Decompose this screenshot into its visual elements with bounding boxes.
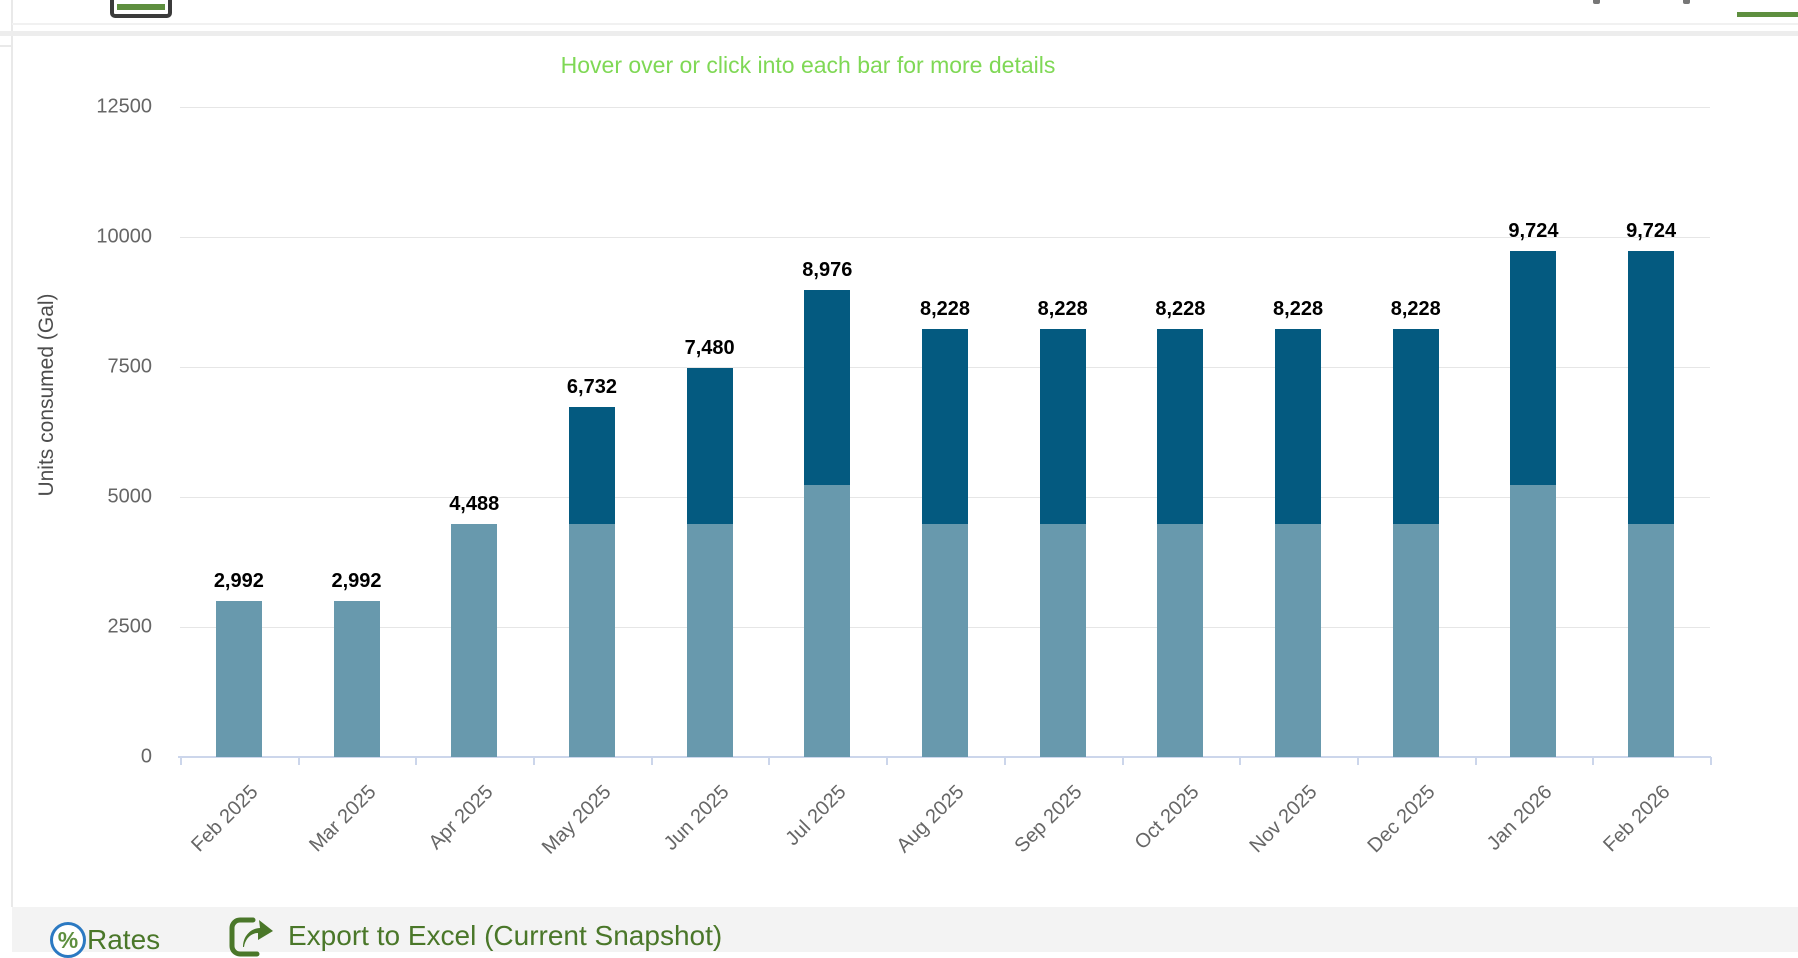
percent-glyph: % [57,926,79,953]
y-tick-label: 7500 [107,355,153,378]
bar-sep-2025[interactable] [1039,329,1086,757]
bar-segment-light[interactable] [1628,523,1675,757]
bar-segment-light[interactable] [1039,523,1086,757]
y-tick-label: 2500 [107,615,153,638]
x-axis-tick [533,757,536,765]
bar-feb-2025[interactable] [215,601,262,757]
rates-button[interactable]: % Rates [50,922,160,958]
bar-jan-2026[interactable] [1510,251,1557,757]
bar-segment-light[interactable] [333,601,380,757]
x-axis-tick [886,757,889,765]
gridline [180,237,1710,238]
card-top-border [12,23,1798,25]
bar-segment-dark[interactable] [922,329,968,524]
bar-segment-light[interactable] [804,484,851,757]
y-tick-label: 12500 [96,95,152,118]
bar-value-label: 8,228 [919,298,971,321]
header-divider [0,31,1798,36]
bar-jun-2025[interactable] [686,368,733,757]
bar-value-label: 9,724 [1626,220,1677,243]
chart-box-icon[interactable] [110,0,172,18]
green-bar-glyph [117,4,165,10]
export-label: Export to Excel (Current Snapshot) [288,920,723,951]
clipped-text-fragment [1593,0,1600,4]
bar-value-label: 7,480 [684,337,735,360]
bar-segment-dark[interactable] [1275,329,1322,524]
bar-value-label: 2,992 [331,570,382,593]
bar-mar-2025[interactable] [333,601,380,757]
bar-segment-light[interactable] [1275,523,1322,757]
x-axis-tick [1592,757,1595,765]
bar-may-2025[interactable] [568,406,615,757]
bar-apr-2025[interactable] [451,523,498,757]
bar-value-label: 8,228 [1155,298,1206,321]
y-axis-title: Units consumed (Gal) [35,293,58,497]
bar-segment-dark[interactable] [1157,329,1204,524]
x-axis-tick [1121,757,1124,765]
bar-value-label: 4,488 [449,492,500,515]
x-axis-tick [1356,757,1359,765]
left-page-divider [11,0,13,907]
bar-value-label: 8,228 [1390,298,1441,321]
y-tick-label: 5000 [107,485,153,508]
bar-segment-dark[interactable] [1628,251,1675,524]
bar-segment-dark[interactable] [1510,251,1557,485]
x-axis-tick [768,757,771,765]
percent-icon: % [50,922,86,958]
bar-jul-2025[interactable] [804,290,851,757]
bar-segment-light[interactable] [1157,523,1204,757]
bar-segment-light[interactable] [686,523,733,757]
x-axis-tick [1474,757,1477,765]
bar-segment-dark[interactable] [686,368,733,524]
x-axis-tick [1710,757,1712,765]
y-tick-label: 10000 [96,225,152,248]
bar-value-label: 2,992 [213,570,264,593]
bar-segment-light[interactable] [568,523,615,757]
x-axis-tick [1003,757,1006,765]
bar-segment-light[interactable] [451,523,498,757]
left-stub-line [0,45,11,47]
bar-segment-light[interactable] [1392,523,1439,757]
bar-dec-2025[interactable] [1392,329,1439,757]
bar-oct-2025[interactable] [1157,329,1204,757]
bar-segment-light[interactable] [215,601,262,757]
gridline [180,107,1710,108]
export-excel-button[interactable]: Export to Excel (Current Snapshot) [228,916,722,958]
x-axis-tick [415,757,418,765]
clipped-green-button-edge [1737,12,1798,17]
x-axis-tick [180,757,182,765]
x-axis-line [178,756,1711,758]
bar-segment-dark[interactable] [568,406,615,524]
bar-value-label: 8,976 [802,259,853,282]
bar-segment-dark[interactable] [1392,329,1439,524]
rates-label: Rates [87,924,161,955]
x-axis-tick [297,757,300,765]
bar-nov-2025[interactable] [1275,329,1322,757]
bar-segment-light[interactable] [922,523,968,757]
clipped-text-fragment [1683,0,1690,4]
bottom-toolbar: % Rates Export to Excel (Current Snapsho… [12,907,1798,958]
x-axis-tick [650,757,653,765]
y-tick-label: 0 [140,745,152,768]
bar-segment-dark[interactable] [1039,329,1086,524]
x-axis-tick [1239,757,1242,765]
bar-value-label: 8,228 [1273,298,1324,321]
bar-segment-dark[interactable] [804,290,851,485]
bar-value-label: 8,228 [1037,298,1088,321]
bar-segment-light[interactable] [1510,484,1557,757]
bar-value-label: 9,724 [1508,220,1559,243]
bar-value-label: 6,732 [566,375,617,398]
chart-hint-title: Hover over or click into each bar for mo… [560,52,1056,78]
bar-aug-2025[interactable] [922,329,968,757]
bar-feb-2026[interactable] [1628,251,1675,757]
